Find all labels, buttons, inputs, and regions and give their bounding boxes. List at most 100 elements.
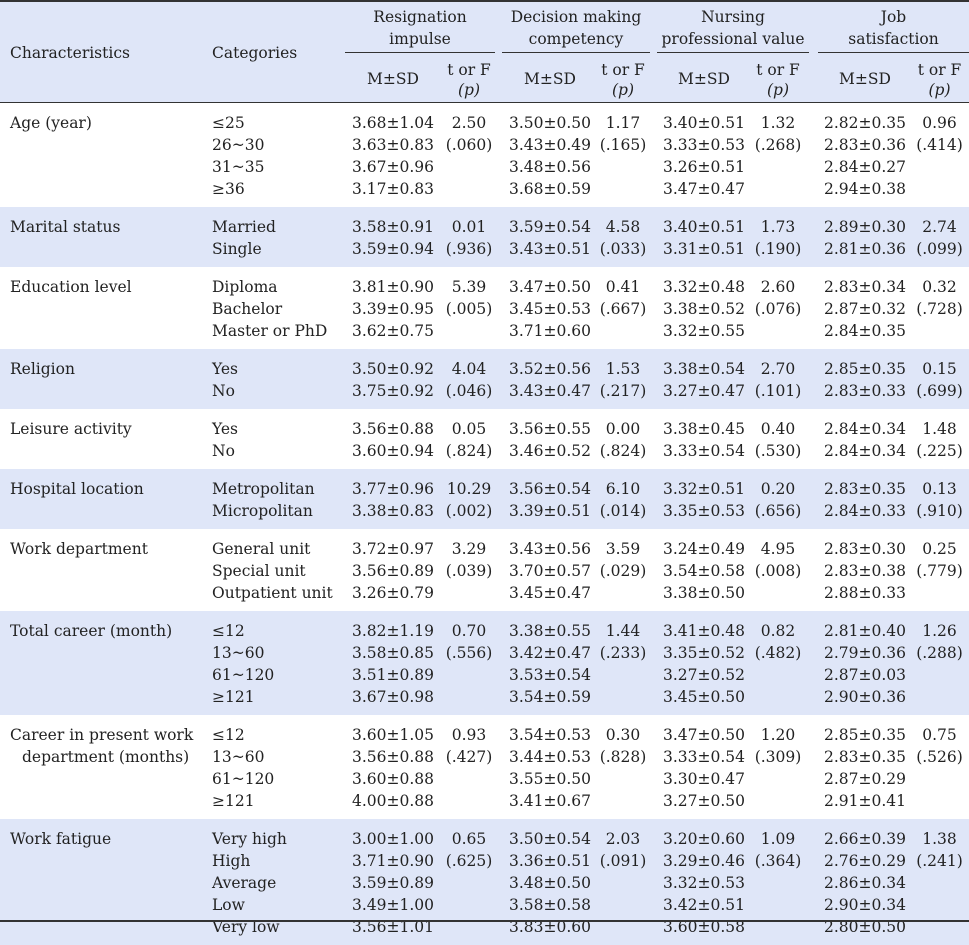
header-msd-nursing: M±SD xyxy=(678,70,730,88)
row-8-resignation-msd: 3.60±0.88 xyxy=(351,770,434,788)
row-4-resignation-stat: 0.05 xyxy=(451,420,487,438)
row-band-5 xyxy=(0,469,969,529)
row-8-category: ≥121 xyxy=(212,792,255,810)
row-4-resignation-msd: 3.60±0.94 xyxy=(351,442,434,460)
row-7-job-msd: 2.79±0.36 xyxy=(823,644,906,662)
row-5-category: Metropolitan xyxy=(212,480,315,498)
row-8-decision-msd: 3.55±0.50 xyxy=(508,770,591,788)
row-0-job-stat: 0.96 xyxy=(922,114,957,132)
row-8-job-msd: 2.83±0.35 xyxy=(823,748,906,766)
row-3-nursing-p: (.101) xyxy=(754,382,802,400)
row-0-nursing-p: (.268) xyxy=(754,136,802,154)
row-band-3 xyxy=(0,349,969,409)
row-4-resignation-msd: 3.56±0.88 xyxy=(351,420,434,438)
row-7-nursing-msd: 3.45±0.50 xyxy=(662,688,745,706)
row-5-decision-p: (.014) xyxy=(599,502,647,520)
row-8-job-stat: 0.75 xyxy=(922,726,957,744)
row-9-job-p: (.241) xyxy=(916,852,963,870)
row-8-nursing-msd: 3.33±0.54 xyxy=(662,748,745,766)
row-2-category: Bachelor xyxy=(212,300,283,318)
header-group-decision-line2: competency xyxy=(528,30,624,48)
row-3-job-p: (.699) xyxy=(916,382,963,400)
row-5-resignation-stat: 10.29 xyxy=(446,480,492,498)
row-8-decision-msd: 3.41±0.67 xyxy=(508,792,591,810)
row-6-nursing-msd: 3.54±0.58 xyxy=(662,562,745,580)
row-1-decision-msd: 3.59±0.54 xyxy=(508,218,591,236)
row-3-decision-msd: 3.43±0.47 xyxy=(508,382,591,400)
row-8-resignation-msd: 4.00±0.88 xyxy=(351,792,434,810)
row-1-decision-stat: 4.58 xyxy=(605,218,641,236)
header-group-nursing-line2: professional value xyxy=(661,30,805,48)
row-4-decision-msd: 3.46±0.52 xyxy=(508,442,591,460)
row-8-job-p: (.526) xyxy=(916,748,963,766)
row-1-resignation-stat: 0.01 xyxy=(451,218,487,236)
row-5-resignation-p: (.002) xyxy=(445,502,493,520)
row-9-category: Very high xyxy=(212,830,287,848)
row-3-category: Yes xyxy=(212,360,239,378)
bottom-rule xyxy=(0,920,969,922)
row-7-category: ≥121 xyxy=(212,688,255,706)
row-5-decision-stat: 6.10 xyxy=(605,480,641,498)
header-group-resignation-rule xyxy=(345,52,495,53)
row-1-job-p: (.099) xyxy=(916,240,963,258)
row-8-resignation-stat: 0.93 xyxy=(451,726,487,744)
header-msd-job: M±SD xyxy=(839,70,891,88)
row-3-category: No xyxy=(212,382,235,400)
row-7-job-msd: 2.81±0.40 xyxy=(823,622,906,640)
row-5-job-p: (.910) xyxy=(916,502,963,520)
header-group-resignation-line2: impulse xyxy=(389,30,451,48)
row-5-nursing-msd: 3.32±0.51 xyxy=(662,480,745,498)
row-6-job-p: (.779) xyxy=(916,562,963,580)
row-5-nursing-stat: 0.20 xyxy=(760,480,796,498)
row-3-job-msd: 2.85±0.35 xyxy=(823,360,906,378)
row-0-nursing-msd: 3.33±0.53 xyxy=(662,136,745,154)
row-9-decision-msd: 3.36±0.51 xyxy=(508,852,591,870)
row-5-nursing-p: (.656) xyxy=(754,502,802,520)
row-6-category: Special unit xyxy=(212,562,306,580)
row-band-7 xyxy=(0,611,969,715)
row-7-decision-p: (.233) xyxy=(599,644,647,662)
row-9-decision-msd: 3.50±0.54 xyxy=(508,830,591,848)
row-9-category: Low xyxy=(212,896,245,914)
row-5-characteristic: Hospital location xyxy=(10,480,144,498)
row-6-nursing-stat: 4.95 xyxy=(760,540,796,558)
row-1-resignation-msd: 3.59±0.94 xyxy=(351,240,434,258)
row-5-resignation-msd: 3.38±0.83 xyxy=(351,502,434,520)
row-5-category: Micropolitan xyxy=(212,502,313,520)
row-2-decision-msd: 3.71±0.60 xyxy=(508,322,591,340)
row-9-job-msd: 2.76±0.29 xyxy=(823,852,906,870)
row-8-characteristic: department (months) xyxy=(22,748,190,766)
row-3-nursing-stat: 2.70 xyxy=(760,360,796,378)
header-stat-decision: t or F xyxy=(601,61,645,79)
row-2-characteristic: Education level xyxy=(10,278,132,296)
row-7-decision-msd: 3.53±0.54 xyxy=(508,666,591,684)
row-7-category: ≤12 xyxy=(212,622,245,640)
row-6-resignation-msd: 3.72±0.97 xyxy=(351,540,434,558)
row-3-job-msd: 2.83±0.33 xyxy=(823,382,906,400)
row-3-characteristic: Religion xyxy=(10,360,75,378)
row-9-resignation-msd: 3.71±0.90 xyxy=(351,852,434,870)
row-9-resignation-p: (.625) xyxy=(445,852,493,870)
row-0-decision-msd: 3.68±0.59 xyxy=(508,180,591,198)
row-9-decision-p: (.091) xyxy=(599,852,647,870)
row-2-nursing-msd: 3.32±0.55 xyxy=(662,322,745,340)
row-4-nursing-stat: 0.40 xyxy=(760,420,796,438)
row-3-nursing-msd: 3.27±0.47 xyxy=(662,382,745,400)
row-0-nursing-stat: 1.32 xyxy=(760,114,796,132)
row-7-resignation-stat: 0.70 xyxy=(451,622,487,640)
row-0-decision-msd: 3.43±0.49 xyxy=(508,136,591,154)
row-1-nursing-stat: 1.73 xyxy=(760,218,796,236)
header-stat-nursing: t or F xyxy=(756,61,800,79)
row-3-job-stat: 0.15 xyxy=(922,360,957,378)
row-9-decision-stat: 2.03 xyxy=(605,830,641,848)
row-9-resignation-stat: 0.65 xyxy=(451,830,487,848)
row-1-job-msd: 2.89±0.30 xyxy=(823,218,906,236)
row-1-job-msd: 2.81±0.36 xyxy=(823,240,906,258)
row-0-job-msd: 2.83±0.36 xyxy=(823,136,906,154)
row-8-characteristic: Career in present work xyxy=(10,726,194,744)
row-4-job-stat: 1.48 xyxy=(922,420,957,438)
row-8-resignation-p: (.427) xyxy=(445,748,493,766)
row-6-decision-p: (.029) xyxy=(599,562,647,580)
row-0-decision-msd: 3.50±0.50 xyxy=(508,114,591,132)
